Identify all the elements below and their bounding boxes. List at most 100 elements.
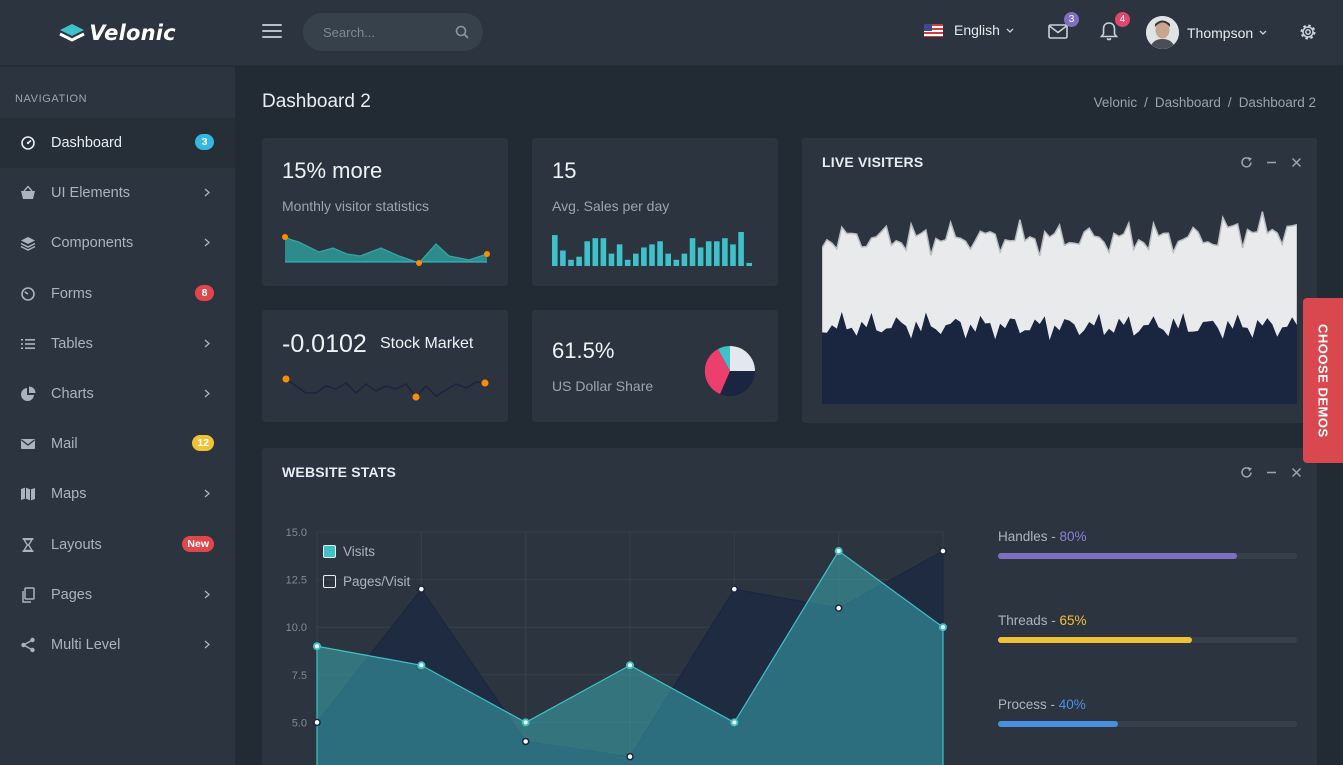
sidebar-item-pages[interactable]: Pages — [0, 570, 235, 620]
dollar-stat-label: US Dollar Share — [552, 378, 654, 394]
sidebar-item-label: Forms — [51, 285, 93, 302]
visitor-sparkline — [282, 234, 490, 266]
pages-visit-point[interactable] — [730, 585, 739, 593]
visits-point[interactable] — [730, 718, 739, 727]
sales-bar — [673, 259, 680, 266]
sales-bar — [600, 238, 607, 266]
chevron-down-icon — [1259, 30, 1267, 35]
sales-bar — [730, 244, 736, 266]
close-icon[interactable] — [1290, 156, 1303, 169]
sidebar-item-maps[interactable]: Maps — [0, 469, 235, 519]
pages-visit-point[interactable] — [939, 547, 947, 555]
sales-bar — [641, 247, 647, 266]
sidebar-item-label: Dashboard — [51, 135, 122, 152]
sidebar: NAVIGATION Dashboard 3 UI Elements Compo… — [0, 67, 235, 765]
layers-logo-icon — [59, 24, 85, 42]
refresh-icon[interactable] — [1240, 156, 1253, 169]
sidebar-item-label: Maps — [51, 486, 87, 503]
settings-gear-icon[interactable] — [1298, 22, 1318, 42]
sidebar-item-components[interactable]: Components — [0, 218, 235, 268]
choose-demos-label: CHOOSE DEMOS — [1315, 323, 1331, 438]
mail-button[interactable]: 3 — [1047, 12, 1079, 44]
sidebar-item-label: Layouts — [51, 536, 102, 553]
nav-section-title: NAVIGATION — [15, 93, 88, 105]
share-icon — [20, 637, 36, 653]
y-tick-label: 7.5 — [292, 670, 307, 682]
sales-bar — [746, 262, 752, 266]
pages-visit-point[interactable] — [521, 737, 530, 746]
sidebar-item-mail[interactable]: Mail 12 — [0, 419, 235, 469]
sales-bar — [576, 256, 582, 266]
user-menu[interactable]: Thompson — [1146, 16, 1267, 49]
sidebar-item-charts[interactable]: Charts — [0, 369, 235, 419]
sidebar-item-multi-level[interactable]: Multi Level — [0, 620, 235, 670]
page-title: Dashboard 2 — [262, 91, 371, 112]
hourglass-icon — [20, 537, 36, 553]
sidebar-item-ui-elements[interactable]: UI Elements — [0, 168, 235, 218]
visits-point[interactable] — [313, 642, 321, 651]
chevron-down-icon — [1006, 28, 1014, 33]
basket-icon — [20, 185, 36, 201]
progress-handles: Handles - 80% — [998, 529, 1297, 559]
sales-bar — [665, 253, 671, 266]
menu-toggle-icon[interactable] — [262, 24, 282, 42]
minimize-icon[interactable] — [1265, 156, 1278, 169]
breadcrumb-link-dashboard[interactable]: Dashboard — [1154, 95, 1221, 110]
nav-list: Dashboard 3 UI Elements Components Forms… — [0, 118, 235, 670]
breadcrumb-link-home[interactable]: Velonic — [1093, 95, 1138, 110]
refresh-icon[interactable] — [1240, 466, 1253, 479]
pages-visit-point[interactable] — [626, 752, 634, 761]
visits-point[interactable] — [834, 547, 843, 556]
envelope-icon — [1048, 24, 1068, 39]
minimize-icon[interactable] — [1265, 466, 1278, 479]
layers-icon — [20, 235, 36, 252]
visits-point[interactable] — [939, 623, 947, 632]
search-input[interactable] — [323, 24, 443, 40]
pages-visit-point[interactable] — [834, 604, 843, 612]
stock-stat-value: -0.0102 — [282, 330, 367, 358]
sales-bar — [608, 253, 615, 266]
live-visitors-card: LIVE VISITERS — [802, 138, 1317, 423]
dollar-share-card: 61.5% US Dollar Share — [532, 310, 778, 422]
sidebar-item-tables[interactable]: Tables — [0, 319, 235, 369]
y-tick-label: 10.0 — [286, 622, 307, 634]
visits-point[interactable] — [417, 661, 426, 670]
sidebar-item-label: Tables — [51, 335, 93, 352]
list-icon — [20, 336, 36, 352]
user-name: Thompson — [1187, 24, 1254, 41]
close-icon[interactable] — [1290, 466, 1303, 479]
legend-label: Visits — [343, 544, 376, 559]
legend-label: Pages/Visit — [343, 574, 411, 589]
pages-visit-point[interactable] — [417, 585, 426, 593]
sales-bar — [681, 253, 688, 266]
card-tools — [1228, 156, 1303, 169]
sales-bar — [649, 244, 655, 266]
pages-visit-point[interactable] — [313, 718, 321, 727]
chevron-right-icon — [204, 389, 210, 398]
progress-label: Handles - 80% — [998, 529, 1087, 544]
sidebar-item-dashboard[interactable]: Dashboard 3 — [0, 118, 235, 169]
sidebar-item-label: Multi Level — [51, 636, 121, 653]
sales-bar — [568, 259, 574, 266]
sidebar-item-layouts[interactable]: Layouts New — [0, 520, 235, 570]
legend-item-visits[interactable]: Visits — [323, 544, 375, 559]
sales-bar — [592, 238, 599, 266]
brand-logo[interactable]: Velonic — [0, 0, 235, 66]
sales-stat-label: Avg. Sales per day — [552, 198, 670, 214]
language-selector[interactable]: English — [924, 22, 1014, 38]
choose-demos-tab[interactable]: CHOOSE DEMOS — [1303, 298, 1343, 463]
speedometer-icon — [20, 286, 36, 302]
sales-bar — [697, 247, 704, 266]
website-stats-chart: 15.0 12.5 10.0 7.5 5.0 — [286, 527, 947, 765]
search-icon[interactable] — [455, 25, 469, 39]
visits-point[interactable] — [521, 718, 530, 727]
progress-fill — [998, 637, 1193, 643]
sales-bar — [657, 241, 663, 266]
sales-bar — [689, 238, 696, 266]
card-tools — [1228, 466, 1303, 479]
visits-point[interactable] — [626, 661, 634, 670]
notifications-button[interactable]: 4 — [1098, 12, 1130, 44]
legend-item-pages-visit[interactable]: Pages/Visit — [323, 574, 410, 589]
sidebar-item-label: Components — [51, 235, 134, 252]
sidebar-item-forms[interactable]: Forms 8 — [0, 269, 235, 319]
